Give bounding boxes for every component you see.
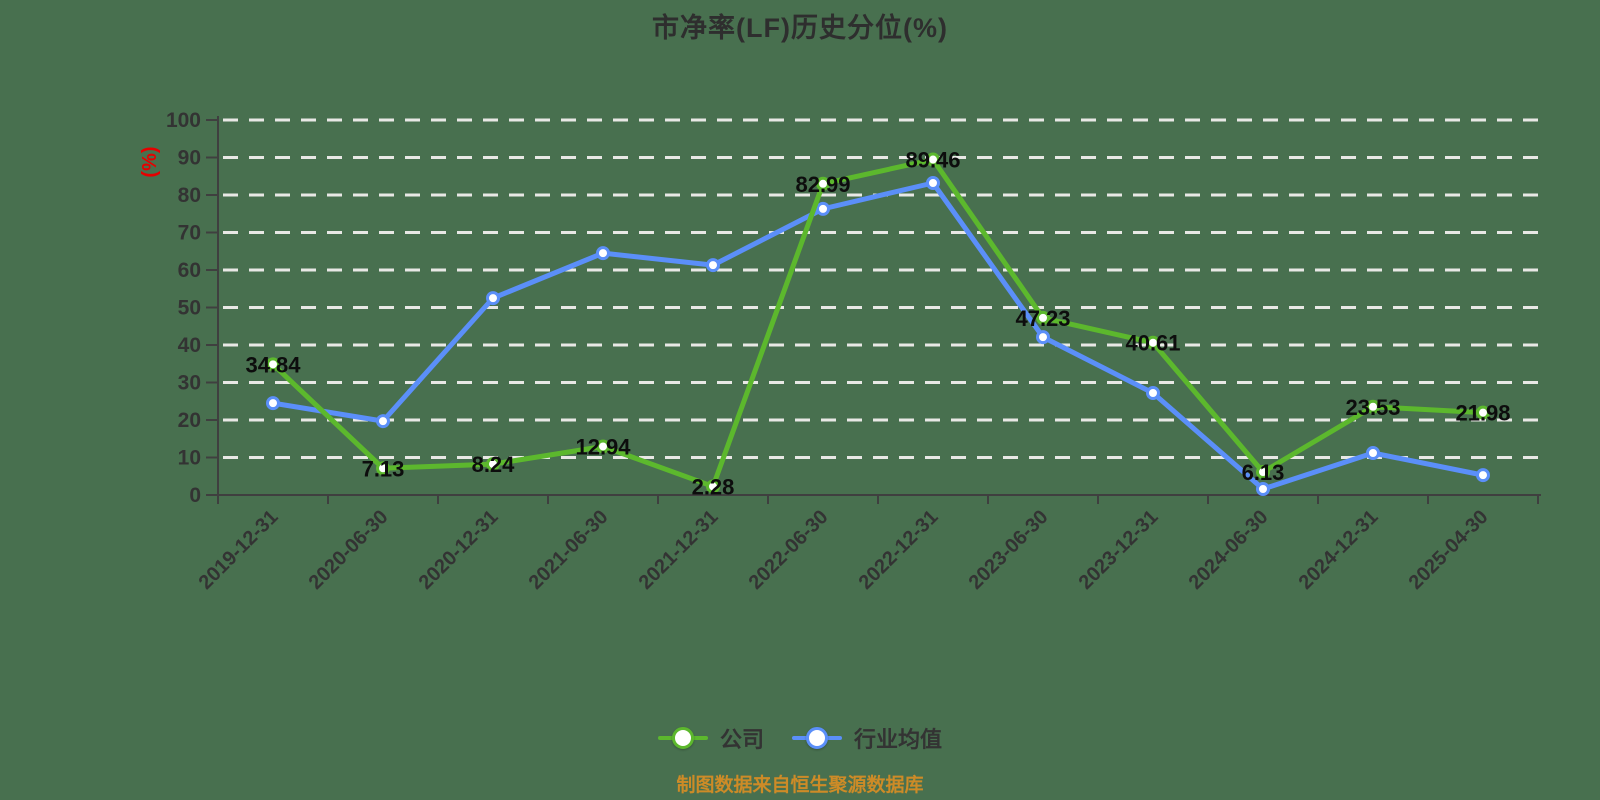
data-point-marker-industry-average [1146,386,1160,400]
data-point-label: 47.23 [1015,306,1070,331]
legend-circle-industry [806,727,828,749]
data-point-marker-company [1036,310,1050,325]
y-axis-label: 40 [178,334,201,357]
data-point-marker-industry-average [1366,446,1380,460]
y-axis-label: 0 [189,484,201,507]
data-point-marker-industry-average [706,258,720,273]
chart-title: 市净率(LF)历史分位(%) [652,13,948,43]
data-point-label: 6.13 [1242,460,1285,485]
data-point-marker-company [266,357,280,372]
legend: 公司 行业均值 [0,722,1600,754]
data-point-marker-company [376,461,390,476]
data-point-label: 23.53 [1345,395,1400,420]
data-point-marker-industry-average [926,176,940,190]
data-point-marker-company [1256,465,1270,480]
x-axis-label: 2023-12-31 [1075,506,1163,594]
data-point-marker-company [486,457,500,472]
y-axis-unit-label: (%) [139,146,161,177]
data-point-label: 7.13 [362,456,405,481]
data-point-marker-company [816,176,830,191]
x-axis-label: 2023-06-30 [965,506,1053,594]
x-axis-label: 2021-06-30 [525,506,613,594]
y-axis-label: 20 [178,409,201,432]
series-line-company [270,157,1486,489]
data-point-marker-industry-average [1476,468,1490,483]
x-axis-label: 2020-12-31 [415,506,503,594]
y-axis-label: 70 [178,222,201,245]
y-axis-label: 30 [178,372,201,395]
data-point-label: 2.28 [692,474,735,499]
data-point-label: 82.99 [795,172,850,197]
x-axis-label: 2022-06-30 [745,506,833,594]
data-point-marker-industry-average [1256,482,1270,496]
data-point-label: 34.84 [245,352,301,377]
data-point-marker-company [706,479,720,494]
y-axis-label: 80 [178,184,201,207]
series-line-industry-average [270,180,1486,492]
data-point-label: 21.98 [1455,401,1510,426]
x-axis-label: 2020-06-30 [305,506,393,594]
data-point-marker-company [1146,335,1160,350]
legend-item-company[interactable]: 公司 [657,722,764,754]
data-point-marker-industry-average [486,291,500,306]
data-point-marker-industry-average [266,396,280,411]
data-point-label: 89.46 [905,148,960,173]
x-axis-label: 2024-06-30 [1185,506,1273,594]
data-point-marker-industry-average [596,246,610,261]
data-point-marker-industry-average [376,414,390,429]
data-point-marker-industry-average [816,201,830,216]
data-point-marker-company [926,152,940,167]
legend-label-industry-average: 行业均值 [854,727,943,752]
x-axis-label: 2024-12-31 [1295,506,1383,594]
source-note: 制图数据来自恒生聚源数据库 [676,775,924,796]
y-axis-label: 100 [166,109,201,132]
data-point-label: 40.61 [1125,331,1180,356]
data-point-label: 8.24 [472,452,516,477]
legend-marker-company-icon [657,726,708,750]
data-point-label: 12.94 [575,434,631,459]
x-axis-label: 2019-12-31 [195,506,283,594]
y-axis-label: 50 [178,297,201,320]
data-point-marker-industry-average [1036,330,1050,345]
x-axis-label: 2021-12-31 [635,506,723,594]
data-point-marker-company [1366,399,1380,414]
y-axis-label: 10 [178,447,201,470]
legend-label-company: 公司 [719,727,764,752]
legend-item-industry-average[interactable]: 行业均值 [792,722,942,754]
y-axis-label: 90 [178,147,201,170]
data-point-marker-company [1476,405,1490,420]
x-axis-label: 2022-12-31 [855,506,943,594]
legend-circle-company [671,727,694,749]
legend-marker-industry-icon [792,726,842,750]
data-point-marker-company [596,439,610,454]
x-axis-label: 2025-04-30 [1405,506,1493,594]
y-axis-label: 60 [178,259,201,282]
